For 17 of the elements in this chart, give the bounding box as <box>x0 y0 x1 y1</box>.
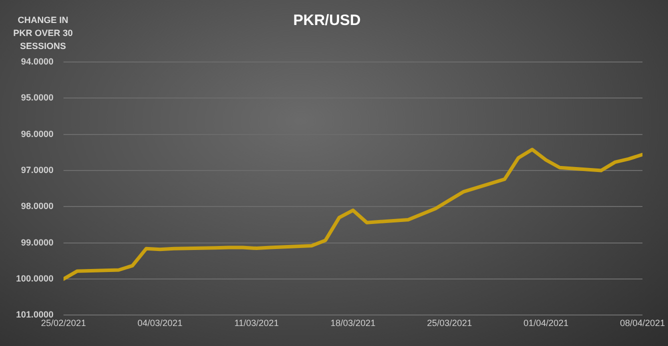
x-tick-label: 04/03/2021 <box>138 318 183 328</box>
x-tick-label: 25/02/2021 <box>41 318 86 328</box>
y-tick-label: 100.0000 <box>16 274 54 284</box>
y-tick-label: 101.0000 <box>16 310 54 320</box>
x-tick-label: 11/03/2021 <box>234 318 279 328</box>
y-tick-label: 94.0000 <box>20 56 54 66</box>
y-axis-title: CHANGE IN PKR OVER 30 SESSIONS <box>12 14 74 53</box>
x-tick-label: 01/04/2021 <box>523 318 569 328</box>
x-tick-label: 25/03/2021 <box>426 318 472 328</box>
y-tick-label: 95.0000 <box>20 92 54 103</box>
chart-title: PKR/USD <box>293 12 361 30</box>
y-tick-label: 96.0000 <box>20 128 54 139</box>
y-tick-label: 99.0000 <box>20 237 54 248</box>
x-tick-label: 18/03/2021 <box>330 318 376 328</box>
y-tick-label: 97.0000 <box>20 165 54 175</box>
y-tick-label: 98.0000 <box>20 201 54 212</box>
x-tick-label: 08/04/2021 <box>620 318 665 328</box>
